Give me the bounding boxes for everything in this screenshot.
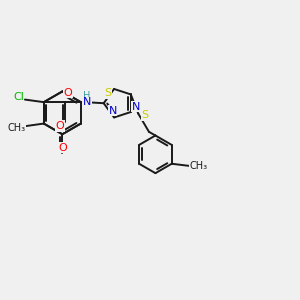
Text: N: N	[108, 106, 117, 116]
Text: CH₃: CH₃	[8, 123, 26, 133]
Text: O: O	[56, 121, 64, 131]
Text: O: O	[63, 88, 72, 98]
Text: N: N	[83, 97, 91, 107]
Text: N: N	[132, 102, 140, 112]
Text: S: S	[104, 88, 111, 98]
Text: H: H	[83, 91, 91, 101]
Text: S: S	[141, 110, 148, 120]
Text: Cl: Cl	[13, 92, 24, 102]
Text: CH₃: CH₃	[189, 161, 207, 171]
Text: O: O	[58, 143, 67, 153]
